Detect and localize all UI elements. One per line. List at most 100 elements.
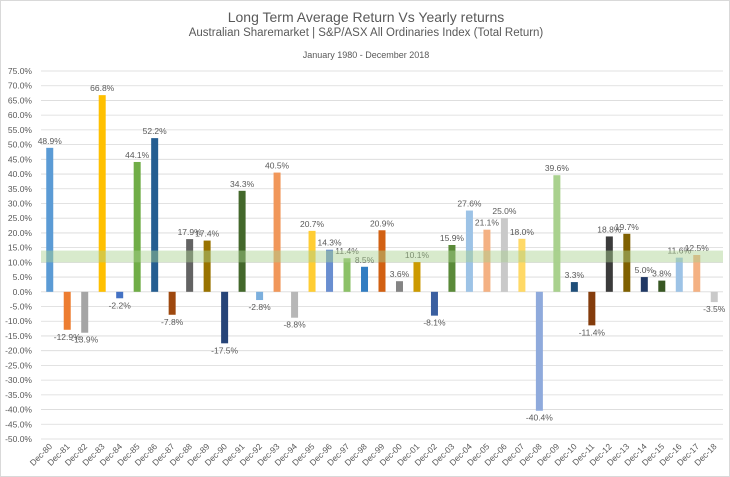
data-label: 39.6% — [545, 163, 570, 173]
data-label: 48.9% — [38, 136, 63, 146]
data-label: -8.1% — [423, 318, 446, 328]
y-tick-label: 75.0% — [8, 66, 33, 76]
bar — [81, 291, 89, 333]
y-tick-label: 70.0% — [8, 81, 33, 91]
data-label: -17.5% — [211, 345, 238, 355]
data-label: 11.4% — [335, 246, 359, 256]
data-label: -13.9% — [71, 335, 98, 345]
data-label: -40.4% — [526, 413, 553, 423]
bar — [256, 291, 264, 301]
bar — [605, 236, 613, 292]
data-label: 40.5% — [265, 161, 290, 171]
bar — [535, 291, 543, 411]
data-label: 20.7% — [300, 219, 325, 229]
data-label: 17.9% — [178, 227, 203, 237]
data-label: 34.3% — [230, 179, 255, 189]
y-tick-label: 60.0% — [8, 110, 33, 120]
data-label: 10.1% — [405, 250, 430, 260]
y-tick-label: -50.0% — [5, 434, 32, 444]
chart-subtitle: Australian Sharemarket | S&P/ASX All Ord… — [188, 27, 544, 39]
bar — [413, 262, 421, 292]
data-label: 17.4% — [195, 229, 220, 239]
data-label: -8.8% — [283, 320, 306, 330]
y-tick-label: 50.0% — [8, 140, 33, 150]
data-label: 15.9% — [440, 233, 465, 243]
bar — [395, 281, 403, 292]
data-label: 3.3% — [565, 270, 585, 280]
y-tick-label: -30.0% — [5, 375, 32, 385]
bar — [361, 266, 369, 292]
data-label: 18.8% — [597, 224, 622, 234]
y-tick-label: -10.0% — [5, 316, 32, 326]
bar — [483, 229, 491, 292]
data-label: -11.4% — [579, 327, 606, 337]
data-label: 44.1% — [125, 150, 150, 160]
data-label: 12.5% — [685, 243, 710, 253]
bar — [291, 291, 299, 318]
data-label: 5.0% — [635, 265, 655, 275]
y-tick-label: -40.0% — [5, 405, 32, 415]
bar — [186, 239, 194, 292]
data-label: -12.9% — [54, 332, 81, 342]
bar — [221, 291, 229, 344]
bar — [588, 291, 596, 326]
data-label: 27.6% — [457, 199, 482, 209]
bar — [46, 147, 54, 292]
y-tick-label: 15.0% — [8, 243, 33, 253]
data-label: -3.5% — [703, 304, 726, 314]
chart-period: January 1980 - December 2018 — [302, 50, 430, 60]
bar — [116, 291, 124, 299]
bar — [465, 210, 473, 292]
data-label: 8.5% — [355, 255, 375, 265]
y-tick-label: 10.0% — [8, 257, 33, 267]
data-label: 11.6% — [668, 246, 692, 256]
y-tick-label: 55.0% — [8, 125, 33, 135]
data-label: 19.7% — [615, 222, 640, 232]
bar — [326, 249, 334, 292]
data-label: 21.1% — [475, 218, 500, 228]
bar — [133, 161, 141, 292]
data-label: 66.8% — [90, 83, 115, 93]
bar — [98, 95, 106, 292]
bar — [553, 175, 561, 292]
bar — [623, 233, 631, 292]
y-tick-label: 40.0% — [8, 169, 33, 179]
y-tick-label: 30.0% — [8, 198, 33, 208]
y-tick-label: 20.0% — [8, 228, 33, 238]
data-label: 20.9% — [370, 218, 395, 228]
bar — [430, 291, 438, 316]
y-tick-label: 25.0% — [8, 213, 33, 223]
y-tick-label: 45.0% — [8, 154, 33, 164]
chart-title: Long Term Average Return Vs Yearly retur… — [227, 9, 505, 25]
bar — [63, 291, 71, 330]
data-label: 3.8% — [652, 269, 672, 279]
bar — [151, 138, 159, 292]
data-label: -2.8% — [248, 302, 271, 312]
data-label: 3.6% — [390, 269, 410, 279]
data-label: 14.3% — [317, 238, 342, 248]
bar — [448, 244, 456, 292]
y-tick-label: -35.0% — [5, 390, 32, 400]
y-tick-label: 65.0% — [8, 95, 33, 105]
data-label: 18.0% — [510, 227, 535, 237]
bar — [658, 280, 666, 292]
data-label: -7.8% — [161, 317, 184, 327]
bar — [238, 190, 246, 292]
y-tick-label: -45.0% — [5, 419, 32, 429]
bar — [273, 172, 281, 292]
bar — [693, 255, 701, 292]
y-tick-label: -5.0% — [10, 302, 33, 312]
y-tick-label: -15.0% — [5, 331, 32, 341]
bar — [640, 277, 648, 292]
bar — [308, 230, 316, 292]
bar — [710, 291, 718, 303]
bar — [378, 230, 386, 292]
bar — [500, 218, 508, 292]
bar — [518, 238, 526, 292]
bar — [168, 291, 176, 315]
bar — [203, 240, 211, 292]
data-label: 25.0% — [492, 206, 517, 216]
data-label: 52.2% — [143, 126, 168, 136]
